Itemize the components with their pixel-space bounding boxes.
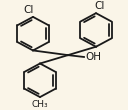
Text: OH: OH (85, 52, 101, 62)
Text: Cl: Cl (24, 5, 34, 15)
Text: Cl: Cl (95, 1, 105, 11)
Text: CH₃: CH₃ (32, 100, 48, 109)
